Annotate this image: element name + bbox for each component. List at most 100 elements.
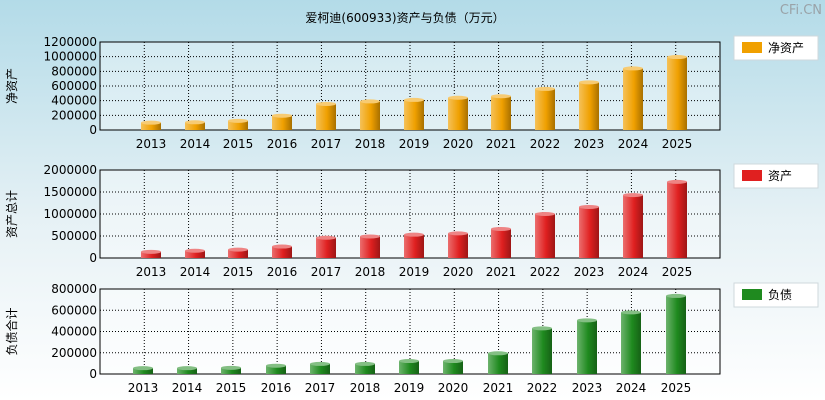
- x-tick-label: 2018: [350, 381, 381, 395]
- x-tick-label: 2013: [136, 137, 167, 151]
- total-assets-panel: 0500000100000015000002000000201320142015…: [5, 163, 818, 279]
- bar-cap: [355, 362, 375, 366]
- bar-2021: [488, 353, 508, 374]
- bar-2024: [623, 195, 643, 258]
- x-tick-label: 2020: [443, 265, 474, 279]
- bar-cap: [623, 193, 643, 197]
- x-tick-label: 2014: [172, 381, 203, 395]
- bar-cap: [666, 294, 686, 298]
- x-tick-label: 2017: [311, 137, 342, 151]
- bar-2017: [316, 238, 336, 258]
- x-tick-label: 2022: [530, 137, 561, 151]
- x-tick-label: 2025: [662, 265, 693, 279]
- x-tick-label: 2019: [399, 265, 430, 279]
- bar-cap: [623, 66, 643, 70]
- bar-cap: [228, 119, 248, 123]
- chart-title: 爱柯迪(600933)资产与负债（万元）: [305, 11, 504, 25]
- legend-swatch: [742, 170, 762, 181]
- x-tick-label: 2017: [305, 381, 336, 395]
- x-tick-label: 2014: [180, 137, 211, 151]
- bar-2025: [666, 296, 686, 374]
- x-tick-label: 2024: [616, 381, 647, 395]
- legend-swatch: [742, 289, 762, 300]
- x-tick-label: 2023: [574, 137, 605, 151]
- bar-2022: [535, 214, 555, 258]
- y-tick-label: 1000000: [44, 207, 97, 221]
- bar-2025: [667, 57, 687, 130]
- x-tick-label: 2023: [572, 381, 603, 395]
- bar-cap: [133, 366, 153, 370]
- x-tick-label: 2019: [399, 137, 430, 151]
- x-tick-label: 2013: [128, 381, 159, 395]
- chart-canvas: 爱柯迪(600933)资产与负债（万元） CFi.CN 020000040000…: [0, 0, 825, 400]
- bar-2024: [623, 68, 643, 130]
- y-axis-title: 资产总计: [5, 190, 19, 238]
- y-tick-label: 1200000: [44, 35, 97, 49]
- x-tick-label: 2021: [483, 381, 514, 395]
- bar-cap: [141, 250, 161, 254]
- y-tick-label: 200000: [51, 108, 97, 122]
- bar-cap: [177, 366, 197, 370]
- y-tick-label: 800000: [51, 64, 97, 78]
- bar-cap: [667, 180, 687, 184]
- net-assets-panel: 0200000400000600000800000100000012000002…: [5, 35, 818, 151]
- bar-cap: [360, 99, 380, 103]
- x-tick-label: 2016: [261, 381, 292, 395]
- bar-cap: [404, 98, 424, 102]
- y-axis-title: 净资产: [5, 68, 19, 104]
- bar-cap: [310, 362, 330, 366]
- bar-2025: [667, 182, 687, 258]
- bar-2023: [579, 82, 599, 130]
- bar-cap: [404, 233, 424, 237]
- y-tick-label: 500000: [51, 229, 97, 243]
- bar-2022: [535, 89, 555, 130]
- bar-2019: [404, 235, 424, 258]
- bar-cap: [185, 120, 205, 124]
- bar-2018: [360, 236, 380, 258]
- legend-swatch: [742, 42, 762, 53]
- bar-cap: [185, 249, 205, 253]
- x-tick-label: 2014: [180, 265, 211, 279]
- bar-cap: [266, 364, 286, 368]
- x-tick-label: 2021: [486, 137, 517, 151]
- bar-cap: [399, 359, 419, 363]
- x-tick-label: 2021: [486, 265, 517, 279]
- bar-cap: [448, 231, 468, 235]
- bar-2021: [491, 96, 511, 130]
- x-tick-label: 2016: [267, 265, 298, 279]
- bar-2019: [404, 100, 424, 130]
- x-tick-label: 2015: [223, 137, 254, 151]
- legend-label: 负债: [768, 288, 792, 302]
- x-tick-label: 2018: [355, 265, 386, 279]
- watermark: CFi.CN: [780, 3, 822, 18]
- x-tick-label: 2025: [662, 137, 693, 151]
- bar-cap: [488, 351, 508, 355]
- y-axis-title: 负债合计: [4, 307, 19, 355]
- bar-2017: [316, 104, 336, 130]
- y-tick-label: 600000: [51, 303, 97, 317]
- y-tick-label: 0: [89, 251, 97, 265]
- bar-cap: [667, 55, 687, 59]
- y-tick-label: 400000: [51, 325, 97, 339]
- bar-cap: [272, 245, 292, 249]
- legend-label: 资产: [768, 169, 792, 183]
- bar-cap: [579, 205, 599, 209]
- x-tick-label: 2025: [661, 381, 692, 395]
- y-tick-label: 2000000: [44, 163, 97, 177]
- bar-2022: [532, 328, 552, 374]
- x-tick-label: 2022: [530, 265, 561, 279]
- bar-2023: [579, 207, 599, 258]
- x-tick-label: 2017: [311, 265, 342, 279]
- bar-cap: [272, 114, 292, 118]
- bar-cap: [577, 318, 597, 322]
- bar-cap: [535, 87, 555, 91]
- x-tick-label: 2020: [438, 381, 469, 395]
- bar-cap: [228, 248, 248, 252]
- bar-2021: [491, 229, 511, 258]
- y-tick-label: 0: [89, 123, 97, 137]
- bar-cap: [360, 234, 380, 238]
- bar-2020: [448, 233, 468, 258]
- bar-2016: [272, 116, 292, 130]
- bar-cap: [532, 326, 552, 330]
- bar-cap: [491, 94, 511, 98]
